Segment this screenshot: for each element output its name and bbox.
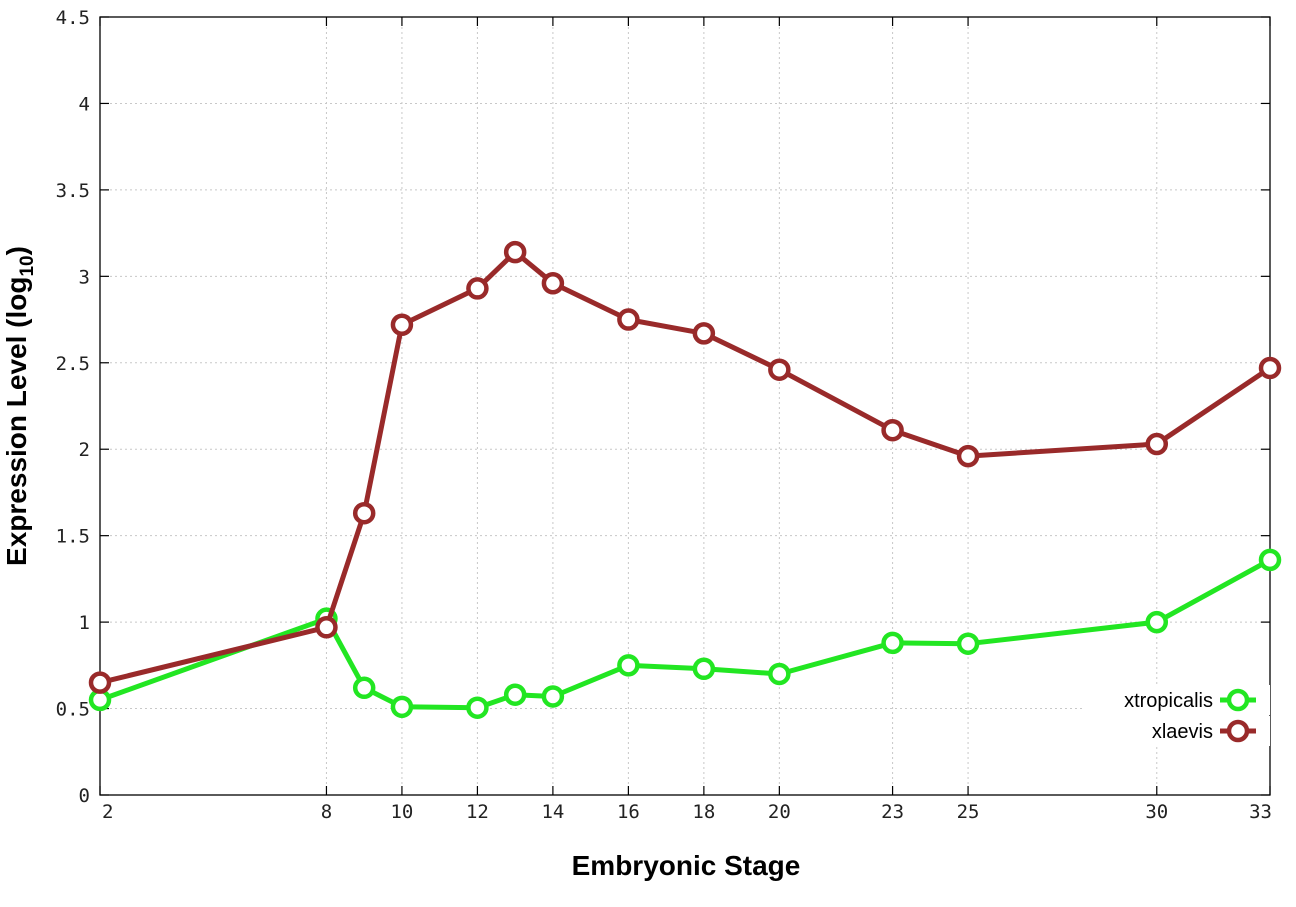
y-axis-title: Expression Level (log10) bbox=[1, 246, 38, 566]
data-point-xtropicalis bbox=[352, 676, 376, 700]
data-point-xtropicalis bbox=[881, 631, 904, 655]
data-point-xlaevis bbox=[315, 616, 338, 639]
grid-lines bbox=[100, 17, 1270, 795]
x-tick-label: 33 bbox=[1249, 801, 1272, 823]
x-tick-label: 25 bbox=[957, 801, 980, 823]
data-point-xtropicalis bbox=[956, 632, 980, 655]
data-point-xlaevis bbox=[881, 418, 904, 442]
x-tick-label: 12 bbox=[466, 801, 489, 823]
y-tick-label: 2 bbox=[79, 439, 90, 461]
x-tick-label: 18 bbox=[692, 801, 715, 823]
axis-ticks bbox=[99, 16, 1271, 796]
y-tick-label: 4.5 bbox=[56, 7, 90, 29]
legend-swatch-marker-xlaevis bbox=[1226, 719, 1250, 743]
data-point-xtropicalis bbox=[466, 696, 489, 719]
data-point-xlaevis bbox=[956, 444, 980, 468]
data-point-xtropicalis bbox=[692, 657, 716, 681]
y-axis-title-main: Expression Level (log bbox=[1, 277, 32, 566]
x-tick-label: 8 bbox=[321, 801, 332, 823]
data-point-xtropicalis bbox=[768, 662, 791, 686]
y-tick-label: 1.5 bbox=[56, 526, 90, 548]
y-axis-title-subscript: 10 bbox=[17, 255, 38, 276]
y-tick-label: 0 bbox=[79, 785, 90, 807]
x-tick-label: 23 bbox=[881, 801, 904, 823]
data-point-xtropicalis bbox=[617, 654, 640, 677]
data-point-xlaevis bbox=[617, 308, 640, 331]
data-point-xlaevis bbox=[692, 322, 716, 345]
y-tick-label: 3.5 bbox=[56, 180, 90, 202]
data-point-xlaevis bbox=[352, 501, 376, 525]
y-tick-label: 3 bbox=[79, 266, 90, 288]
data-point-xlaevis bbox=[768, 358, 791, 381]
data-point-xlaevis bbox=[390, 313, 414, 336]
x-axis-title: Embryonic Stage bbox=[572, 850, 801, 881]
data-point-xlaevis bbox=[88, 671, 112, 694]
legend: xtropicalis xlaevis bbox=[1085, 685, 1270, 746]
y-tick-labels: 0 0.5 1 1.5 2 2.5 3 3.5 4 4.5 bbox=[56, 7, 90, 807]
x-tick-label: 2 bbox=[102, 801, 113, 823]
data-point-xlaevis bbox=[503, 240, 527, 264]
data-point-xlaevis bbox=[1258, 356, 1282, 380]
x-tick-label: 14 bbox=[541, 801, 564, 823]
data-point-xlaevis bbox=[466, 277, 489, 300]
legend-label-xlaevis: xlaevis bbox=[1152, 721, 1213, 743]
data-point-xtropicalis bbox=[541, 685, 565, 708]
data-point-xtropicalis bbox=[1258, 548, 1282, 572]
data-point-xtropicalis bbox=[1145, 610, 1169, 634]
x-tick-label: 10 bbox=[390, 801, 413, 823]
x-tick-label: 20 bbox=[768, 801, 791, 823]
series-line-xlaevis bbox=[99, 249, 1272, 686]
y-tick-label: 2.5 bbox=[56, 353, 90, 375]
y-axis-title-close: ) bbox=[1, 246, 32, 255]
legend-label-xtropicalis: xtropicalis bbox=[1124, 690, 1213, 712]
x-tick-labels: 2 8 10 12 14 16 18 20 23 25 30 33 bbox=[102, 801, 1272, 823]
y-tick-label: 4 bbox=[79, 93, 90, 115]
data-point-xlaevis bbox=[541, 271, 565, 295]
series-lines bbox=[88, 240, 1282, 719]
data-point-xtropicalis bbox=[390, 695, 414, 719]
legend-swatch-marker-xtropicalis bbox=[1226, 688, 1250, 712]
data-point-xtropicalis bbox=[503, 683, 527, 706]
y-tick-label: 0.5 bbox=[56, 699, 90, 721]
data-point-xlaevis bbox=[1145, 432, 1169, 456]
y-tick-label: 1 bbox=[79, 612, 90, 634]
x-tick-label: 30 bbox=[1145, 801, 1168, 823]
plot-frame bbox=[99, 16, 1271, 796]
x-tick-label: 16 bbox=[617, 801, 640, 823]
